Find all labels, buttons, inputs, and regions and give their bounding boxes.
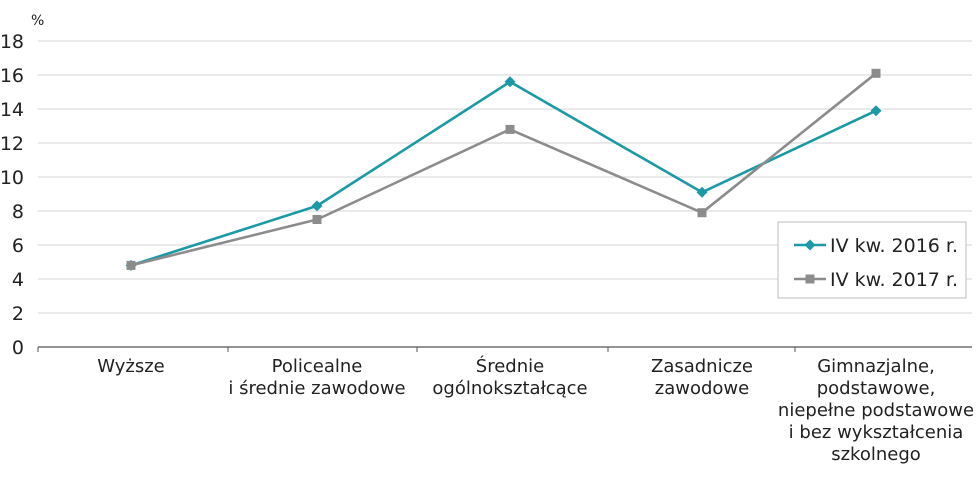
series-line — [130, 72, 877, 267]
x-category-label-line: Gimnazjalne, — [817, 356, 935, 377]
x-category-label-line: niepełne podstawowe — [778, 400, 974, 421]
y-tick-label: 0 — [12, 337, 24, 359]
x-category-label: Wyższe — [97, 356, 164, 377]
x-category-label: Policealne i średnie zawodowe — [228, 356, 405, 399]
x-category-label-line: i bez wykształcenia — [789, 422, 964, 443]
x-category-label-line: szkolnego — [831, 444, 921, 465]
data-point-marker — [505, 124, 515, 134]
series-2 — [126, 68, 881, 270]
y-tick-label: 2 — [12, 303, 24, 325]
legend-marker — [804, 239, 816, 251]
axes: 0 2 4 6 8 10 12 14 16 18% Wyższe Policealne i średni… — [0, 13, 974, 465]
data-point-marker — [126, 260, 136, 270]
x-category-label-line: Średnie — [476, 355, 544, 377]
y-tick-label: 12 — [0, 133, 24, 155]
data-point-marker — [311, 200, 323, 212]
data-point-marker — [871, 68, 881, 78]
legend-box — [777, 221, 967, 299]
y-tick-label: 16 — [0, 65, 24, 87]
data-point-marker — [697, 208, 707, 218]
legend: IV kw. 2016 r. IV kw. 2017 r. — [777, 221, 967, 299]
legend-item: IV kw. 2017 r. — [794, 269, 958, 291]
y-tick-label: 14 — [0, 99, 24, 121]
x-category-label: Zasadnicze zawodowe — [651, 356, 753, 399]
x-category-label-line: zawodowe — [655, 378, 749, 399]
series-group — [125, 68, 882, 271]
data-point-marker — [504, 76, 516, 88]
y-tick-label: 4 — [12, 269, 24, 291]
data-point-marker — [696, 186, 708, 198]
x-category-label-line: Wyższe — [97, 356, 164, 377]
data-point-marker — [870, 105, 882, 117]
y-tick-label: 18 — [0, 31, 24, 53]
data-point-marker — [312, 215, 322, 224]
x-category-label-line: podstawowe, — [817, 378, 936, 399]
y-axis-unit-label: % — [31, 13, 44, 29]
legend-label: IV kw. 2016 r. — [830, 235, 958, 257]
x-category-label-line: ogólnokształcące — [432, 378, 587, 399]
x-category-label-line: Policealne — [272, 356, 363, 377]
legend-marker — [805, 274, 815, 284]
x-category-label: Średnie ogólnokształcące — [432, 355, 587, 399]
y-tick-label: 10 — [0, 167, 24, 189]
x-category-label: Gimnazjalne, podstawowe, niepełne podstawo… — [778, 356, 974, 465]
legend-item: IV kw. 2016 r. — [794, 235, 958, 257]
x-category-label-line: Zasadnicze — [651, 356, 753, 377]
x-category-label-line: i średnie zawodowe — [228, 378, 405, 399]
y-tick-label: 6 — [12, 235, 24, 257]
series-1 — [125, 76, 882, 271]
legend-label: IV kw. 2017 r. — [830, 269, 958, 291]
y-tick-label: 8 — [12, 201, 24, 223]
